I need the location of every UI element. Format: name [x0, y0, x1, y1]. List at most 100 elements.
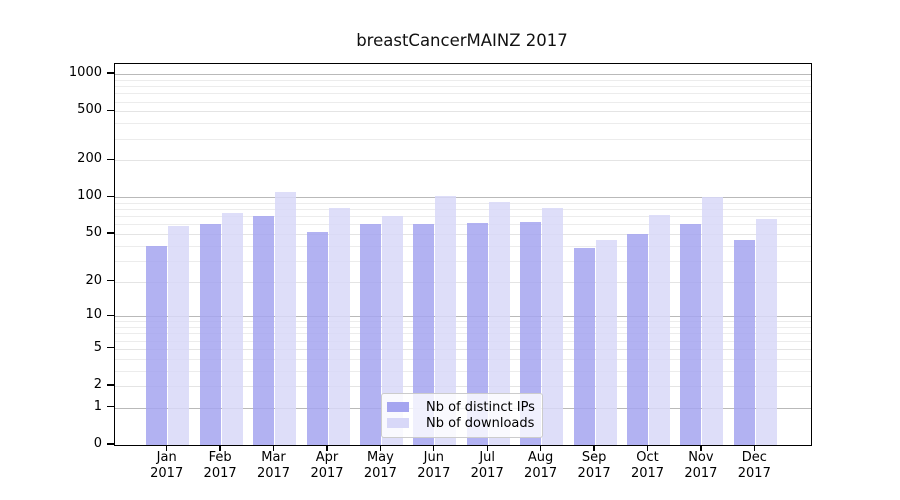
x-tick-label-line: 2017 [524, 466, 558, 481]
gridline [115, 216, 811, 218]
x-tick-label: Dec 2017 [719, 450, 789, 482]
bar-downloads [595, 239, 617, 445]
gridline [115, 316, 811, 318]
y-tick-label: 2 [93, 377, 102, 392]
y-tick-label: 50 [85, 224, 102, 240]
y-tick-label: 5 [93, 339, 102, 355]
gridline [115, 111, 811, 113]
x-tick-label-line: 2017 [203, 466, 237, 481]
gridline [115, 370, 811, 372]
x-tick-label-line: 2017 [363, 466, 397, 481]
x-tick-mark [646, 445, 649, 451]
x-tick-mark [272, 445, 275, 451]
gridline [115, 348, 811, 350]
x-tick-label-line: Nov [688, 450, 714, 465]
x-tick-label-line: Feb [208, 450, 232, 465]
y-tick-mark [107, 279, 114, 282]
y-tick-label: 100 [77, 188, 102, 204]
x-tick-label: Oct 2017 [613, 450, 683, 482]
plot-area: Nb of distinct IPs Nb of downloads [114, 63, 812, 446]
bar-downloads [221, 213, 243, 445]
x-tick-label-line: 2017 [737, 466, 771, 481]
x-tick-mark [433, 445, 435, 451]
legend-swatch-distinct-ips-icon [387, 402, 409, 412]
x-tick-label-line: 2017 [630, 466, 665, 481]
bar-distinct-ips [627, 233, 648, 445]
y-tick-mark [107, 72, 114, 74]
x-tick-mark [539, 445, 542, 451]
bar-distinct-ips [253, 216, 274, 445]
legend-label: Nb of downloads [426, 415, 535, 431]
x-tick-mark [219, 445, 221, 451]
x-tick-mark [700, 445, 702, 451]
x-tick-label: Apr 2017 [292, 450, 362, 482]
bar-distinct-ips [359, 223, 381, 445]
gridline [115, 123, 811, 125]
y-tick-mark [107, 443, 114, 445]
gridline [115, 138, 811, 140]
x-tick-label-line: Sep [581, 450, 607, 465]
x-tick-label-line: Jul [479, 450, 496, 465]
x-tick-label: Mar 2017 [239, 450, 309, 482]
gridline [115, 202, 811, 204]
y-tick-label: 1000 [68, 65, 102, 81]
bar-downloads [702, 197, 724, 445]
gridline [115, 281, 811, 283]
x-tick-label-line: 2017 [470, 466, 504, 481]
bar-distinct-ips [466, 222, 488, 445]
chart-title: breastCancerMAINZ 2017 [356, 31, 568, 50]
legend-item-downloads: Nb of downloads [387, 415, 534, 431]
gridline [115, 233, 811, 235]
gridline [115, 245, 811, 247]
bar-downloads [381, 216, 403, 445]
y-tick-label: 10 [85, 307, 102, 323]
x-tick-label-line: Jun [423, 450, 444, 465]
x-tick-label-line: 2017 [256, 466, 291, 481]
x-tick-label-line: Oct [636, 450, 659, 465]
gridline [115, 101, 811, 103]
y-tick-mark [107, 109, 114, 111]
y-tick-mark [107, 158, 114, 160]
x-tick-mark [326, 445, 328, 451]
bar-downloads [542, 207, 564, 445]
gridline [115, 74, 811, 76]
gridline [115, 386, 811, 387]
x-tick-label-line: Jan [156, 450, 177, 465]
gridline [115, 79, 811, 81]
x-tick-mark [753, 445, 755, 451]
x-tick-label: Jun 2017 [399, 450, 469, 482]
gridline [115, 260, 811, 262]
y-tick-label: 1 [93, 398, 102, 414]
x-tick-label-line: Mar [261, 450, 286, 465]
gridline [115, 327, 811, 329]
gridline [115, 93, 811, 95]
x-tick-label: May 2017 [345, 450, 415, 482]
x-tick-label-line: 2017 [310, 466, 344, 481]
legend-swatch-downloads-icon [387, 418, 409, 428]
x-tick-label: Sep 2017 [559, 450, 629, 482]
x-tick-label: Jul 2017 [452, 450, 522, 482]
bar-distinct-ips [520, 221, 542, 445]
x-tick-mark [593, 445, 595, 451]
y-tick-mark [107, 347, 114, 349]
y-tick-label: 20 [85, 272, 102, 288]
gridline [115, 358, 811, 360]
y-tick-mark [107, 384, 114, 386]
x-tick-mark [166, 445, 168, 451]
x-tick-label: Feb 2017 [185, 450, 255, 482]
gridline [115, 224, 811, 226]
bar-distinct-ips [146, 245, 168, 445]
x-tick-label: Nov 2017 [666, 450, 736, 482]
y-tick-mark [107, 232, 114, 234]
bar-distinct-ips [199, 224, 221, 445]
x-tick-label-line: Aug [527, 450, 554, 465]
gridline [115, 160, 811, 162]
bar-downloads [755, 219, 777, 445]
y-tick-mark [107, 406, 114, 408]
legend-item-distinct-ips: Nb of distinct IPs [387, 399, 535, 415]
x-tick-label-line: 2017 [684, 466, 718, 481]
bar-downloads [649, 214, 670, 445]
x-tick-mark [379, 445, 382, 451]
gridline [115, 321, 811, 323]
